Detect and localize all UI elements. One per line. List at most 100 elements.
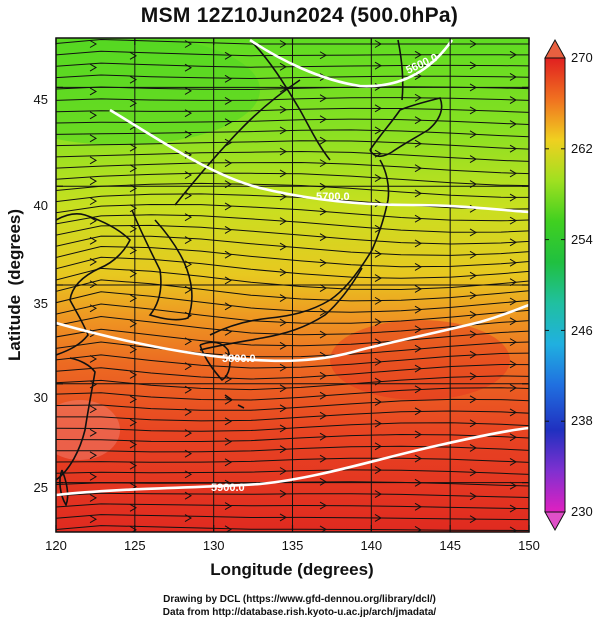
streamline-arrow (184, 171, 192, 179)
chart-title: MSM 12Z10Jun2024 (500.0hPa) (140, 4, 459, 27)
streamline-arrow (224, 302, 232, 311)
streamline-arrow (279, 384, 287, 393)
streamline-arrow (374, 514, 382, 522)
streamline-arrow (89, 355, 97, 363)
streamline (56, 118, 529, 126)
streamline-arrow (469, 310, 477, 319)
streamline (56, 279, 529, 302)
y-tick-label: 45 (34, 92, 48, 107)
streamline-arrow (279, 294, 287, 302)
streamline-arrow (89, 493, 97, 502)
streamline-arrow (469, 330, 477, 339)
streamline-arrow (374, 357, 382, 366)
streamline-arrow (374, 296, 382, 305)
streamline-arrow (319, 330, 327, 339)
streamline-arrow (129, 204, 137, 213)
streamline-arrow (129, 370, 137, 379)
streamline-arrow (374, 174, 382, 182)
streamline-arrow (224, 502, 232, 511)
streamline-arrow (89, 405, 97, 414)
streamline-arrow (509, 96, 517, 104)
streamline-arrow (184, 260, 192, 269)
streamline-arrow (509, 317, 517, 326)
streamline-arrow (224, 396, 232, 405)
streamline-arrow (129, 99, 137, 108)
y-tick-label: 35 (34, 296, 48, 311)
streamline-arrow (184, 213, 192, 222)
streamline-arrow (129, 246, 137, 255)
streamline-arrow (129, 75, 137, 84)
streamline-arrow (414, 116, 422, 125)
colorbar-tick-label: 262 (571, 141, 593, 156)
streamline-arrow (414, 262, 422, 271)
streamline-arrow (414, 385, 422, 394)
streamline-arrow (89, 236, 97, 245)
contour-label-5700: 5700.0 (316, 191, 350, 203)
streamline (56, 182, 529, 198)
streamline-arrow (279, 445, 287, 454)
streamline-arrow (509, 216, 517, 225)
streamline-arrow (414, 407, 422, 416)
streamline-arrow (509, 481, 517, 490)
streamline-arrow (129, 440, 137, 449)
streamline-arrow (374, 318, 382, 327)
streamline-arrow (319, 308, 327, 316)
streamline-arrow (279, 513, 287, 522)
colorbar-tick-label: 254 (571, 232, 593, 247)
streamline-arrow (184, 109, 192, 118)
streamline (56, 445, 529, 453)
streamline-arrow (374, 442, 382, 451)
streamline-arrow (129, 418, 137, 427)
streamline (56, 457, 529, 463)
streamline (56, 352, 529, 369)
streamline-arrow (469, 155, 477, 164)
streamline-arrow (279, 126, 287, 135)
streamline-arrow (319, 391, 327, 400)
streamline-arrow (509, 504, 517, 513)
streamline-arrow (374, 104, 382, 113)
x-tick-labels: 120 125 130 135 140 145 150 (45, 538, 540, 553)
streamline-arrow (279, 105, 287, 114)
streamline-arrow (319, 51, 327, 60)
colorbar-tick-label: 270 (571, 50, 593, 65)
streamline-arrow (414, 189, 422, 198)
streamline-arrow (509, 238, 517, 247)
x-tick-label: 145 (439, 538, 461, 553)
streamline-arrow (184, 385, 192, 394)
streamline-arrow (414, 93, 422, 102)
streamline-arrow (374, 126, 382, 135)
streamline (56, 97, 529, 101)
streamline-arrow (374, 490, 382, 499)
streamline-arrow (469, 492, 477, 501)
streamline (56, 492, 529, 498)
streamline-arrow (509, 144, 517, 153)
streamline-arrow (129, 395, 137, 404)
streamline-arrow (89, 156, 97, 165)
streamline-arrow (279, 363, 287, 372)
streamline (56, 267, 529, 291)
streamline-arrow (469, 291, 477, 300)
streamline-arrow (89, 177, 97, 186)
x-tick-label: 135 (282, 538, 304, 553)
streamline-arrow (279, 192, 287, 201)
streamline (56, 387, 529, 401)
streamline-arrow (374, 466, 382, 474)
streamline-arrow (89, 216, 97, 225)
streamline-arrow (414, 214, 422, 223)
streamline-arrow (184, 491, 192, 500)
streamline-arrow (414, 502, 422, 511)
streamline-arrow (184, 40, 192, 48)
streamline-arrow (414, 344, 422, 353)
streamline-arrow (89, 472, 97, 481)
streamline-arrow (224, 375, 232, 383)
colorbar-tick-label: 238 (571, 413, 593, 428)
streamline-arrow (509, 193, 517, 202)
streamline-arrow (414, 139, 422, 148)
streamline (56, 410, 529, 422)
streamline-arrow (319, 477, 327, 486)
streamline-arrow (469, 250, 477, 259)
streamline-arrow (319, 411, 327, 420)
streamline-arrow (129, 294, 137, 303)
grid-lines (56, 38, 529, 532)
streamline-arrow (184, 285, 192, 294)
